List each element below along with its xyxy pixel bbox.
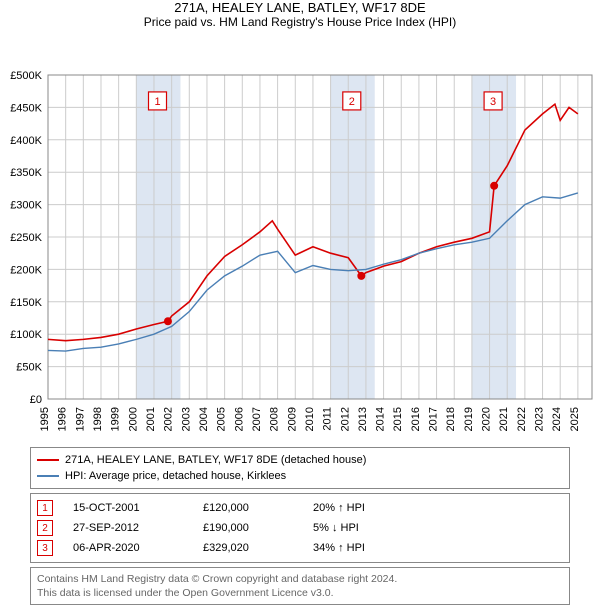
footer-line2: This data is licensed under the Open Gov… bbox=[37, 586, 563, 600]
legend-item-hpi: HPI: Average price, detached house, Kirk… bbox=[37, 468, 563, 484]
svg-text:2020: 2020 bbox=[481, 407, 493, 431]
svg-text:2022: 2022 bbox=[516, 407, 528, 431]
svg-text:1995: 1995 bbox=[39, 407, 51, 431]
transaction-badge: 2 bbox=[37, 520, 53, 536]
footer-line1: Contains HM Land Registry data © Crown c… bbox=[37, 572, 563, 586]
svg-text:£50K: £50K bbox=[16, 362, 42, 374]
svg-text:2017: 2017 bbox=[428, 407, 440, 431]
transaction-row: 1 15-OCT-2001 £120,000 20% ↑ HPI bbox=[37, 498, 563, 518]
chart-title: 271A, HEALEY LANE, BATLEY, WF17 8DE bbox=[0, 0, 600, 15]
svg-text:2014: 2014 bbox=[375, 407, 387, 431]
svg-text:1: 1 bbox=[154, 96, 160, 108]
transaction-delta: 20% ↑ HPI bbox=[313, 502, 365, 514]
svg-text:2015: 2015 bbox=[392, 407, 404, 431]
transaction-badge: 3 bbox=[37, 540, 53, 556]
chart-area: £0 £50K £100K £150K £200K £250K £300K £350K £400… bbox=[0, 29, 600, 443]
svg-text:2016: 2016 bbox=[410, 407, 422, 431]
legend-box: 271A, HEALEY LANE, BATLEY, WF17 8DE (det… bbox=[30, 447, 570, 489]
svg-text:£450K: £450K bbox=[10, 102, 42, 114]
svg-text:2: 2 bbox=[349, 96, 355, 108]
transactions-box: 1 15-OCT-2001 £120,000 20% ↑ HPI 2 27-SEP-201… bbox=[30, 493, 570, 563]
svg-text:2019: 2019 bbox=[463, 407, 475, 431]
legend-item-property: 271A, HEALEY LANE, BATLEY, WF17 8DE (det… bbox=[37, 452, 563, 468]
legend-swatch-hpi bbox=[37, 475, 59, 477]
svg-text:2023: 2023 bbox=[534, 407, 546, 431]
legend-label-property: 271A, HEALEY LANE, BATLEY, WF17 8DE (det… bbox=[65, 454, 366, 466]
transaction-row: 3 06-APR-2020 £329,020 34% ↑ HPI bbox=[37, 538, 563, 558]
transaction-delta: 5% ↓ HPI bbox=[313, 522, 359, 534]
svg-text:3: 3 bbox=[490, 96, 496, 108]
svg-text:2000: 2000 bbox=[127, 407, 139, 431]
svg-text:1997: 1997 bbox=[74, 407, 86, 431]
svg-text:2004: 2004 bbox=[198, 407, 210, 431]
svg-text:1999: 1999 bbox=[110, 407, 122, 431]
svg-text:2006: 2006 bbox=[233, 407, 245, 431]
svg-text:2008: 2008 bbox=[269, 407, 281, 431]
svg-text:2005: 2005 bbox=[216, 407, 228, 431]
svg-text:2007: 2007 bbox=[251, 407, 263, 431]
transaction-price: £120,000 bbox=[203, 502, 293, 514]
transaction-row: 2 27-SEP-2012 £190,000 5% ↓ HPI bbox=[37, 518, 563, 538]
legend-label-hpi: HPI: Average price, detached house, Kirk… bbox=[65, 470, 286, 482]
transaction-price: £329,020 bbox=[203, 542, 293, 554]
svg-text:2009: 2009 bbox=[286, 407, 298, 431]
svg-text:£200K: £200K bbox=[10, 264, 42, 276]
transaction-price: £190,000 bbox=[203, 522, 293, 534]
svg-text:£500K: £500K bbox=[10, 70, 42, 82]
svg-text:2003: 2003 bbox=[180, 407, 192, 431]
svg-text:£0: £0 bbox=[30, 394, 42, 406]
svg-text:2013: 2013 bbox=[357, 407, 369, 431]
svg-text:£350K: £350K bbox=[10, 167, 42, 179]
transaction-date: 15-OCT-2001 bbox=[73, 502, 183, 514]
footer-box: Contains HM Land Registry data © Crown c… bbox=[30, 567, 570, 605]
svg-text:2024: 2024 bbox=[551, 407, 563, 431]
svg-text:£400K: £400K bbox=[10, 135, 42, 147]
svg-text:£100K: £100K bbox=[10, 329, 42, 341]
line-chart-svg: £0 £50K £100K £150K £200K £250K £300K £350K £400… bbox=[0, 29, 600, 443]
svg-text:2025: 2025 bbox=[569, 407, 581, 431]
chart-subtitle: Price paid vs. HM Land Registry's House … bbox=[0, 15, 600, 29]
svg-text:2002: 2002 bbox=[163, 407, 175, 431]
svg-text:1996: 1996 bbox=[57, 407, 69, 431]
svg-text:2021: 2021 bbox=[498, 407, 510, 431]
svg-text:2012: 2012 bbox=[339, 407, 351, 431]
svg-text:2011: 2011 bbox=[322, 407, 334, 431]
svg-text:£150K: £150K bbox=[10, 297, 42, 309]
svg-text:£300K: £300K bbox=[10, 200, 42, 212]
svg-text:1998: 1998 bbox=[92, 407, 104, 431]
svg-text:£250K: £250K bbox=[10, 232, 42, 244]
legend-swatch-property bbox=[37, 459, 59, 461]
svg-text:2001: 2001 bbox=[145, 407, 157, 431]
transaction-delta: 34% ↑ HPI bbox=[313, 542, 365, 554]
svg-text:2010: 2010 bbox=[304, 407, 316, 431]
transaction-badge: 1 bbox=[37, 500, 53, 516]
transaction-date: 27-SEP-2012 bbox=[73, 522, 183, 534]
svg-text:2018: 2018 bbox=[445, 407, 457, 431]
transaction-date: 06-APR-2020 bbox=[73, 542, 183, 554]
